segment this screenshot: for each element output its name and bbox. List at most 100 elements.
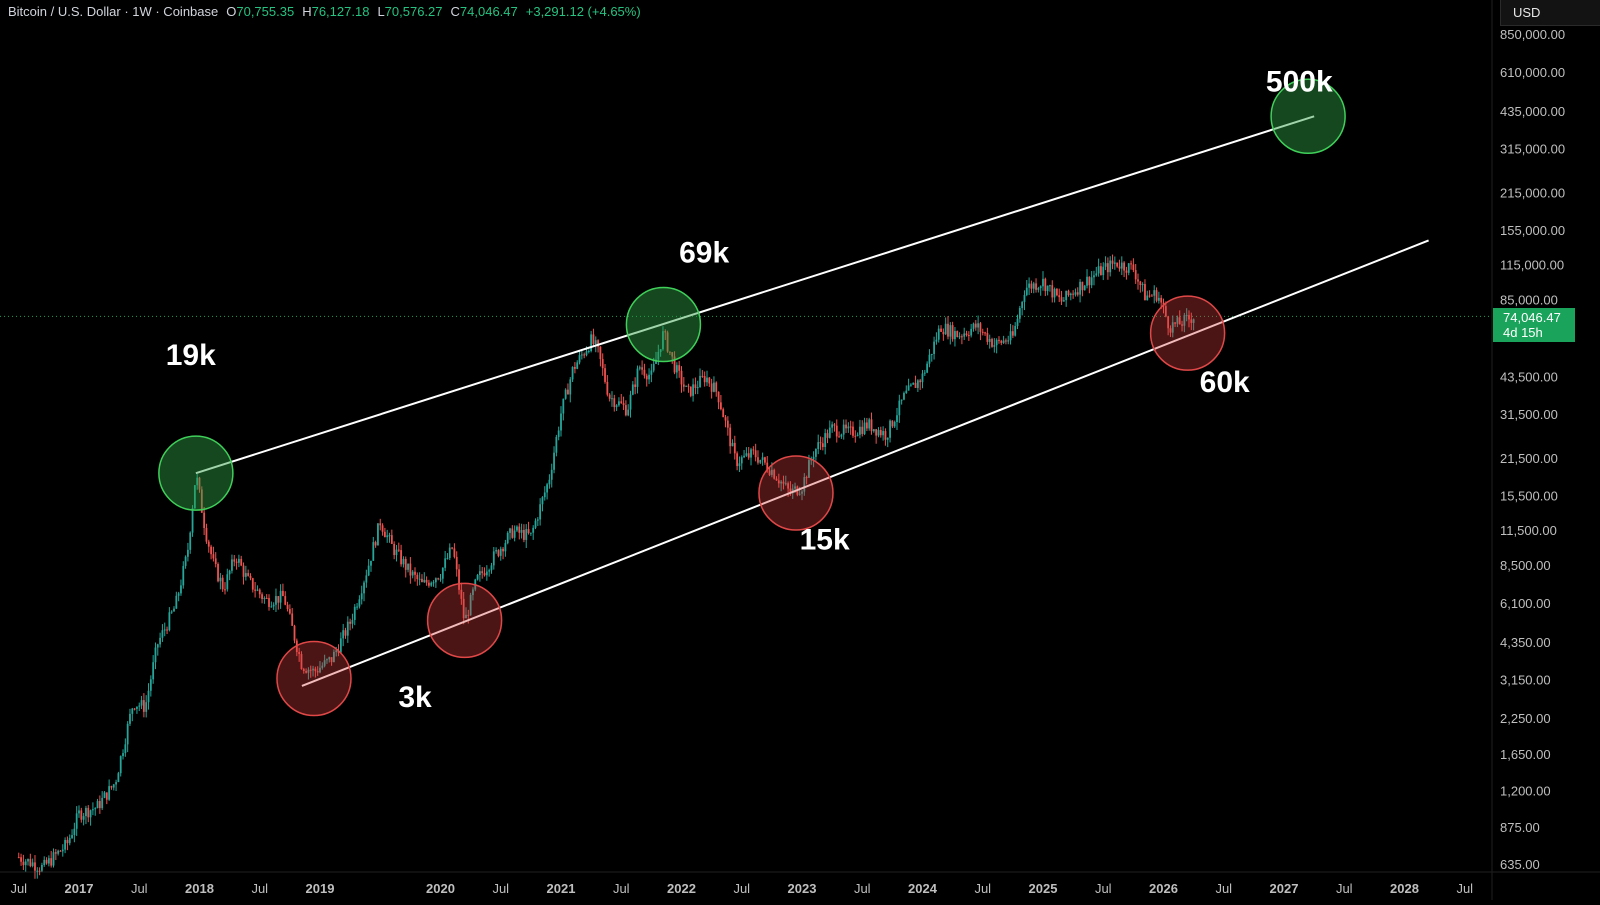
candle-body (875, 429, 877, 435)
candle-body (817, 442, 819, 449)
candle-body (352, 620, 354, 624)
candle-body (1049, 285, 1051, 286)
candle-body (115, 782, 117, 784)
candle-body (887, 438, 889, 440)
candle-body (1121, 263, 1123, 269)
candle-body (484, 573, 486, 575)
candle-body (593, 334, 595, 344)
candle-body (1028, 284, 1030, 288)
candle-body (815, 449, 817, 457)
y-tick-label: 115,000.00 (1500, 258, 1564, 273)
x-tick-label: 2027 (1270, 881, 1299, 896)
candle-body (203, 513, 205, 528)
candle-body (750, 449, 752, 457)
candle-body (880, 430, 882, 435)
candle-body (400, 550, 402, 564)
high-label: H (302, 4, 311, 19)
candle-body (1119, 266, 1121, 268)
candle-body (854, 436, 856, 437)
candle-body (1123, 263, 1125, 271)
candle-body (442, 568, 444, 579)
x-tick-label: Jul (251, 881, 268, 896)
candle-body (729, 428, 731, 447)
candle-body (138, 706, 140, 707)
candle-body (173, 609, 175, 612)
candle-body (491, 565, 493, 570)
candle-body (60, 851, 62, 852)
annotation-label: 15k (800, 524, 850, 557)
candle-body (1044, 279, 1046, 291)
candle-body (370, 561, 372, 566)
candle-body (1000, 341, 1002, 343)
candle-body (1149, 296, 1151, 297)
candle-body (873, 429, 875, 431)
currency-selector[interactable]: USD (1500, 0, 1600, 26)
candle-body (868, 419, 870, 428)
candle-body (926, 364, 928, 373)
candle-body (104, 792, 106, 797)
candle-body (859, 427, 861, 435)
candle-body (595, 340, 597, 344)
candle-body (1130, 263, 1132, 264)
candle-body (449, 548, 451, 558)
candle-body (131, 709, 133, 714)
candle-body (1095, 273, 1097, 275)
candle-body (539, 504, 541, 519)
candle-body (440, 579, 442, 580)
candle-body (1160, 298, 1162, 303)
candle-body (560, 414, 562, 431)
candle-body (813, 457, 815, 460)
candle-body (67, 840, 69, 843)
candle-body (87, 808, 89, 817)
x-tick-label: Jul (974, 881, 991, 896)
candle-body (871, 419, 873, 431)
candle-body (850, 427, 852, 428)
candle-body (518, 527, 520, 533)
candle-body (39, 871, 41, 872)
candle-body (447, 558, 449, 559)
candle-body (945, 324, 947, 334)
candle-body (831, 424, 833, 427)
candle-body (1051, 285, 1053, 297)
candle-body (1061, 297, 1063, 301)
candle-body (581, 354, 583, 355)
candle-body (732, 443, 734, 446)
candle-body (1112, 261, 1114, 264)
candle-body (365, 575, 367, 582)
x-tick-label: 2018 (185, 881, 214, 896)
candle-body (1135, 270, 1137, 279)
candle-body (368, 566, 370, 576)
candle-body (613, 398, 615, 407)
candle-body (1005, 340, 1007, 341)
y-tick-label: 875.00 (1500, 820, 1540, 835)
y-axis: 850,000.00610,000.00435,000.00315,000.00… (1500, 27, 1565, 872)
candle-body (736, 453, 738, 466)
candle-body (377, 523, 379, 545)
candle-body (219, 578, 221, 582)
candle-body (127, 724, 129, 745)
annotation-label: 19k (166, 339, 216, 372)
high-value: 76,127.18 (312, 4, 370, 19)
candle-body (345, 630, 347, 635)
candle-body (924, 373, 926, 374)
candle-body (650, 371, 652, 375)
candle-body (1137, 279, 1139, 281)
candle-body (250, 576, 252, 578)
y-tick-label: 155,000.00 (1500, 223, 1565, 238)
candle-body (213, 554, 215, 558)
candle-body (141, 700, 143, 705)
candle-body (725, 417, 727, 420)
candle-body (565, 390, 567, 399)
candle-body (162, 630, 164, 638)
candle-body (891, 421, 893, 427)
candle-body (908, 385, 910, 390)
candle-body (956, 331, 958, 337)
candle-body (1026, 288, 1028, 295)
candle-body (942, 332, 944, 334)
candle-body (46, 860, 48, 864)
candle-body (185, 557, 187, 566)
candle-body (553, 453, 555, 470)
